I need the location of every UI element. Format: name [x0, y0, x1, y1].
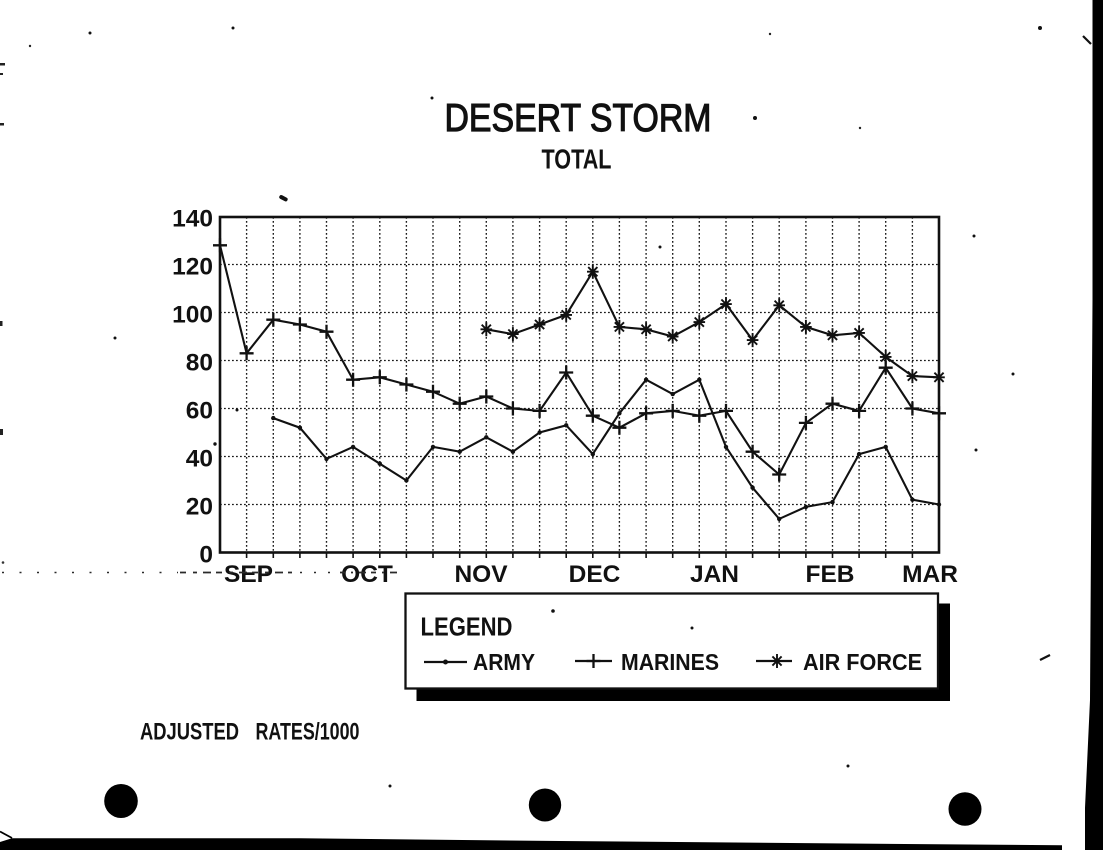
- svg-text:JAN: JAN: [690, 561, 739, 588]
- svg-text:60: 60: [186, 398, 213, 425]
- svg-text:140: 140: [172, 206, 213, 233]
- svg-text:DEC: DEC: [569, 561, 621, 588]
- svg-text:120: 120: [172, 254, 213, 281]
- svg-text:MARINES: MARINES: [621, 649, 719, 675]
- svg-text:AIR FORCE: AIR FORCE: [803, 649, 922, 675]
- svg-text:LEGEND: LEGEND: [421, 614, 513, 642]
- svg-text:RATES/1000: RATES/1000: [256, 718, 360, 745]
- svg-text:DESERT STORM: DESERT STORM: [445, 97, 712, 140]
- svg-text:FEB: FEB: [806, 561, 855, 588]
- svg-text:20: 20: [186, 494, 213, 521]
- svg-text:80: 80: [186, 350, 213, 377]
- svg-text:TOTAL: TOTAL: [542, 144, 612, 175]
- svg-text:ADJUSTED: ADJUSTED: [140, 718, 239, 745]
- svg-text:100: 100: [172, 302, 213, 329]
- svg-text:ARMY: ARMY: [473, 649, 535, 675]
- svg-text:SEP: SEP: [224, 561, 273, 588]
- svg-text:NOV: NOV: [454, 561, 508, 588]
- svg-text:OCT: OCT: [341, 561, 393, 588]
- svg-text:MAR: MAR: [902, 561, 958, 588]
- svg-text:0: 0: [199, 542, 213, 569]
- svg-text:40: 40: [186, 446, 213, 473]
